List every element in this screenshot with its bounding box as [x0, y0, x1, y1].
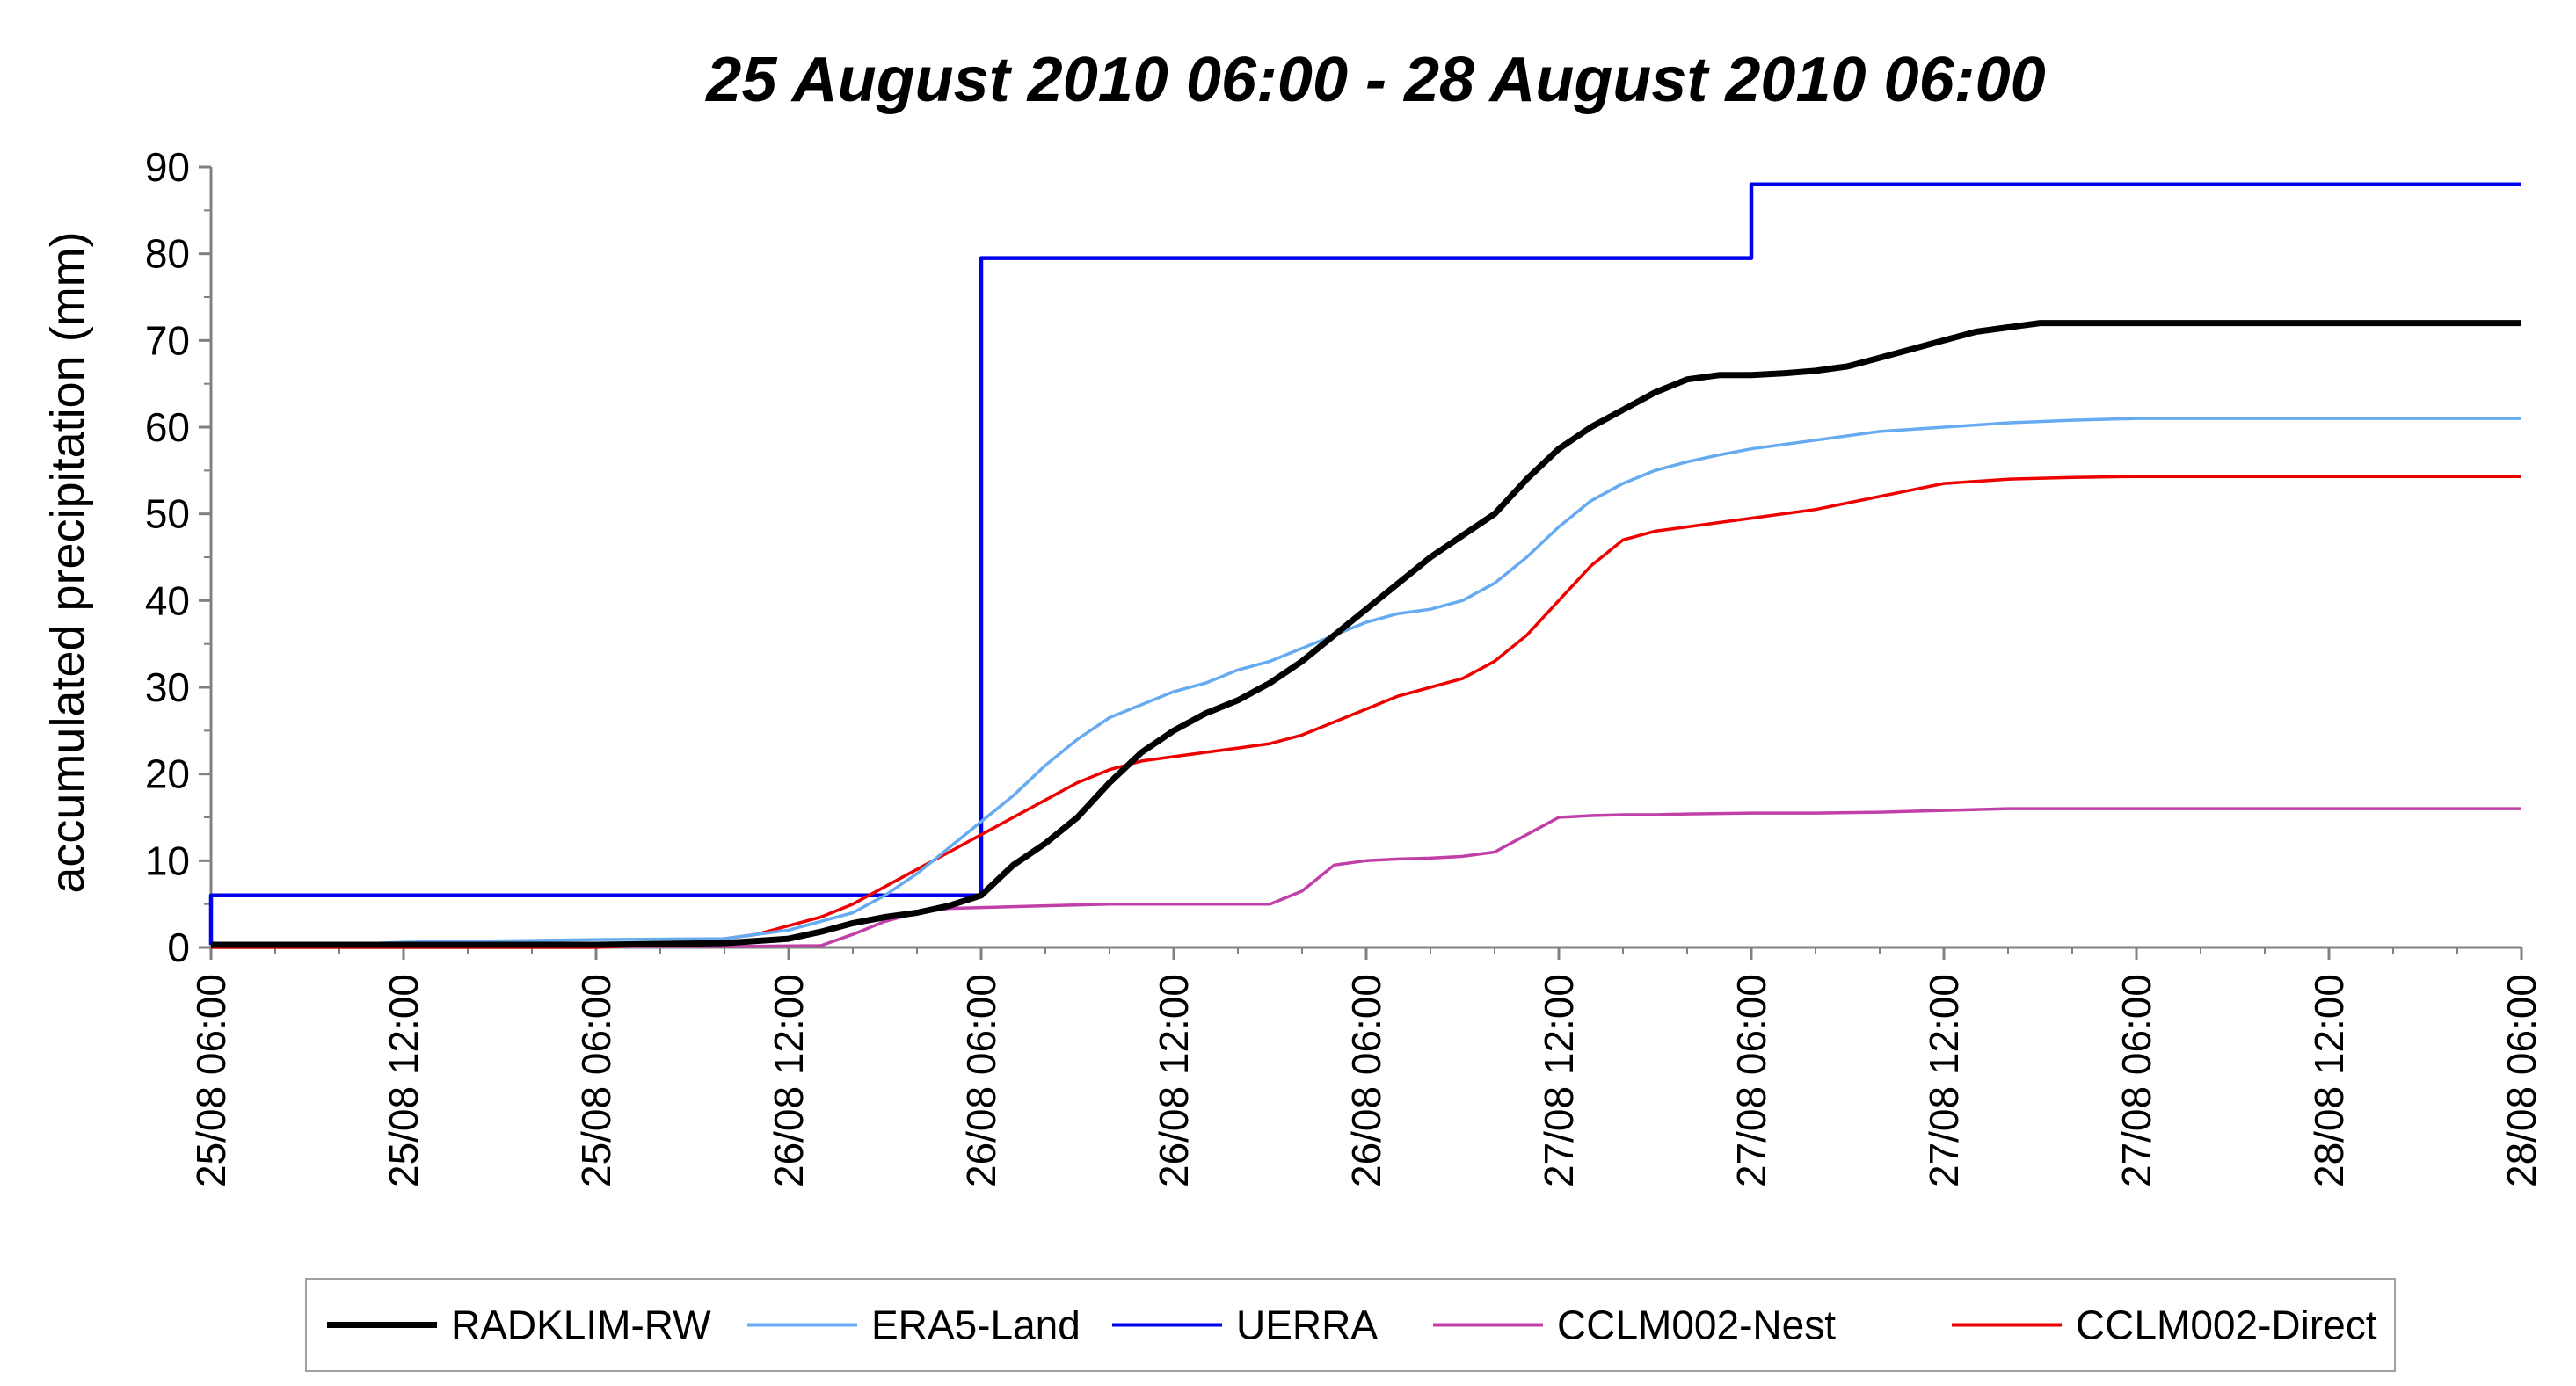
series-line-era5-land	[210, 417, 2521, 947]
x-tick-label: 28/08 12:00	[2306, 974, 2352, 1187]
x-tick-label: 28/08 06:00	[2499, 974, 2544, 1187]
legend-label: CCLM002-Nest	[1557, 1303, 1836, 1348]
y-axis-label-group: accumulated precipitation (mm)	[41, 231, 94, 893]
y-tick-label: 40	[145, 577, 190, 623]
series-line-uerra	[208, 182, 2521, 945]
x-tick-label: 27/08 12:00	[1921, 974, 1967, 1187]
legend-label: ERA5-Land	[871, 1303, 1081, 1348]
x-tick-label: 26/08 12:00	[1151, 974, 1197, 1187]
series-line-radklim-rw	[211, 320, 2521, 948]
series-line-cclm002-nest	[211, 807, 2521, 948]
y-tick-label: 20	[145, 751, 190, 797]
x-tick-label: 27/08 12:00	[1536, 974, 1582, 1187]
y-axis-label: accumulated precipitation (mm)	[41, 231, 94, 893]
legend-label: UERRA	[1236, 1303, 1378, 1348]
y-tick-label: 30	[145, 664, 190, 710]
x-tick-label: 25/08 12:00	[381, 974, 426, 1187]
y-tick-label: 70	[145, 317, 190, 363]
legend-label: RADKLIM-RW	[451, 1303, 711, 1348]
series-line-cclm002-direct	[211, 475, 2521, 949]
series-group	[208, 182, 2521, 949]
x-tick-label: 27/08 06:00	[1728, 974, 1774, 1187]
x-tick-label: 25/08 06:00	[573, 974, 619, 1187]
y-tick-label: 10	[145, 838, 190, 883]
legend: RADKLIM-RW ERA5-Land UERRA CCLM002-Nest CCLM…	[305, 1278, 2396, 1372]
axes: 0 10 20 30 40 50 60 70 80 90 25/08 06:00 25/08 12:0…	[145, 144, 2544, 1187]
legend-label: CCLM002-Direct	[2076, 1303, 2377, 1348]
y-tick-label: 90	[145, 144, 190, 190]
y-tick-label: 50	[145, 491, 190, 537]
x-tick-label: 26/08 12:00	[766, 974, 811, 1187]
y-tick-label: 60	[145, 404, 190, 450]
x-tick-label: 27/08 06:00	[2114, 974, 2159, 1187]
y-tick-label: 80	[145, 231, 190, 277]
x-tick-label: 25/08 06:00	[188, 974, 234, 1187]
x-tick-label: 26/08 06:00	[1343, 974, 1389, 1187]
y-tick-label: 0	[167, 925, 190, 970]
chart-title: 25 August 2010 06:00 - 28 August 2010 06…	[704, 45, 2045, 115]
x-tick-label: 26/08 06:00	[958, 974, 1004, 1187]
